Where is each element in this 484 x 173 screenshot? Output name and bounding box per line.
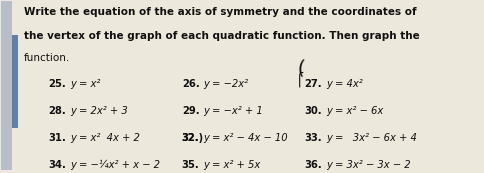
Text: ⎧: ⎧ xyxy=(294,72,303,87)
Text: 35.: 35. xyxy=(182,160,199,170)
Text: 32.: 32. xyxy=(182,133,199,143)
Text: y = x² − 4x − 10: y = x² − 4x − 10 xyxy=(203,133,287,143)
Text: y = 4x²: y = 4x² xyxy=(325,79,362,89)
Text: y = x²: y = x² xyxy=(70,79,100,89)
FancyBboxPatch shape xyxy=(12,35,18,128)
Text: 33.: 33. xyxy=(304,133,322,143)
Text: 28.: 28. xyxy=(48,106,66,116)
Text: y = x² − 6x: y = x² − 6x xyxy=(325,106,382,116)
FancyBboxPatch shape xyxy=(0,1,12,170)
Text: y = 2x² + 3: y = 2x² + 3 xyxy=(70,106,127,116)
Text: the vertex of the graph of each quadratic function. Then graph the: the vertex of the graph of each quadrati… xyxy=(24,31,419,41)
Text: y =   3x² − 6x + 4: y = 3x² − 6x + 4 xyxy=(325,133,416,143)
Text: 34.: 34. xyxy=(48,160,66,170)
Text: y = x² + 5x: y = x² + 5x xyxy=(203,160,260,170)
Text: 32.): 32.) xyxy=(182,133,203,143)
Text: (: ( xyxy=(296,58,305,78)
Text: y = −2x²: y = −2x² xyxy=(203,79,248,89)
Text: y = x²  4x + 2: y = x² 4x + 2 xyxy=(70,133,139,143)
Text: Write the equation of the axis of symmetry and the coordinates of: Write the equation of the axis of symmet… xyxy=(24,7,416,17)
Text: y = −x² + 1: y = −x² + 1 xyxy=(203,106,262,116)
Text: 27.: 27. xyxy=(304,79,322,89)
Text: 36.: 36. xyxy=(304,160,322,170)
Text: 26.: 26. xyxy=(182,79,199,89)
Text: 31.: 31. xyxy=(48,133,66,143)
Text: 25.: 25. xyxy=(48,79,66,89)
Text: function.: function. xyxy=(24,53,70,63)
Text: y = 3x² − 3x − 2: y = 3x² − 3x − 2 xyxy=(325,160,410,170)
Text: 30.: 30. xyxy=(304,106,322,116)
Text: 29.: 29. xyxy=(182,106,199,116)
Text: y = −¼x² + x − 2: y = −¼x² + x − 2 xyxy=(70,160,160,170)
